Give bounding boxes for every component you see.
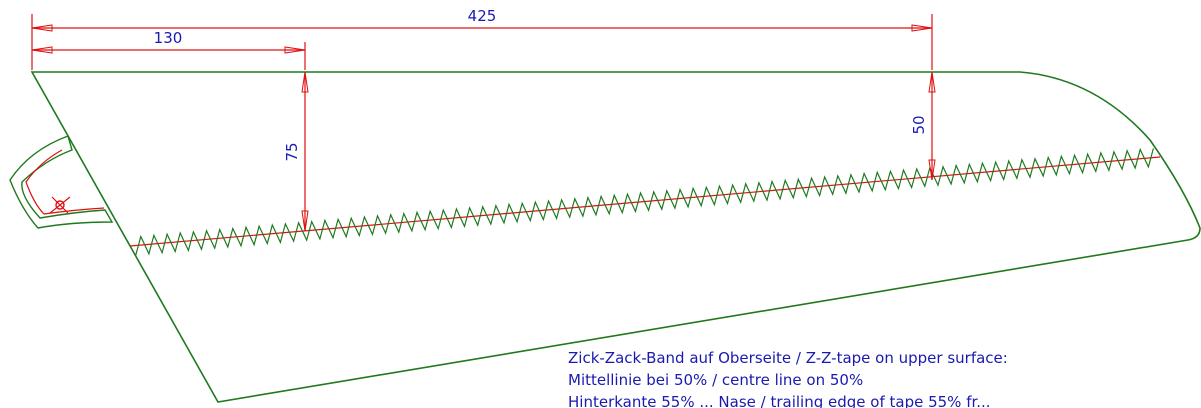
zigzag-tape bbox=[135, 147, 1154, 256]
dimension-label-overall: 425 bbox=[468, 7, 497, 25]
dimension-label-root-offset: 130 bbox=[154, 29, 183, 47]
dimension-overall: 425 bbox=[31, 7, 933, 70]
dimension-root-height: 75 bbox=[283, 71, 309, 232]
dimension-tip-height: 50 bbox=[910, 71, 936, 181]
note-line-3: Hinterkante 55% ... Nase / trailing edge… bbox=[568, 393, 991, 408]
pivot-mark-icon bbox=[49, 196, 71, 214]
dimension-root-offset: 130 bbox=[31, 29, 306, 70]
dimension-label-root-height: 75 bbox=[283, 142, 301, 161]
servo-housing bbox=[9, 135, 114, 229]
note-line-1: Zick-Zack-Band auf Oberseite / Z-Z-tape … bbox=[568, 349, 1008, 367]
note-line-2: Mittellinie bei 50% / centre line on 50% bbox=[568, 371, 863, 389]
dimension-label-tip-height: 50 bbox=[910, 115, 928, 134]
wing-outline bbox=[30, 71, 1201, 403]
